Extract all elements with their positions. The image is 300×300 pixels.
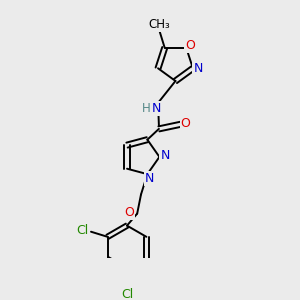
- Text: N: N: [193, 62, 203, 75]
- Text: Cl: Cl: [121, 288, 133, 300]
- Text: N: N: [145, 172, 154, 185]
- Text: N: N: [152, 102, 162, 115]
- Text: O: O: [181, 117, 190, 130]
- Text: H: H: [142, 102, 151, 115]
- Text: CH₃: CH₃: [149, 18, 170, 31]
- Text: N: N: [160, 149, 170, 162]
- Text: O: O: [185, 39, 195, 52]
- Text: O: O: [124, 206, 134, 219]
- Text: Cl: Cl: [77, 224, 89, 237]
